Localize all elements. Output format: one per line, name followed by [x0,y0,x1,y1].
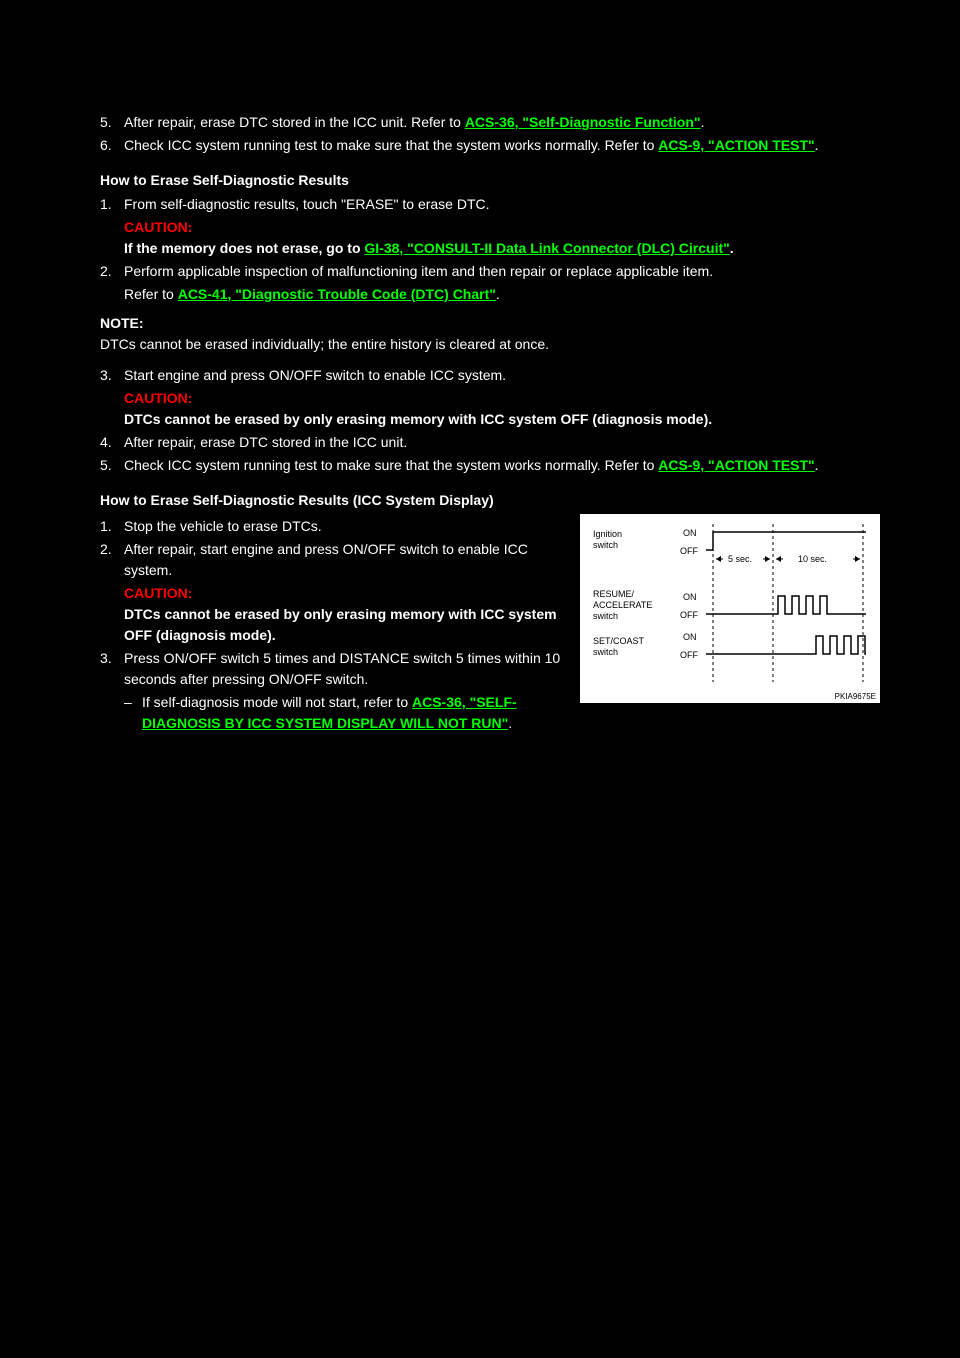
figure-tag: PKIA9675E [835,692,876,701]
timing-svg: Ignition switch ON OFF 5 sec. 10 sec. [588,522,872,692]
link-self-diag[interactable]: ACS-36, "Self-Diagnostic Function" [465,114,701,130]
caution-label-3: CAUTION: [124,585,192,601]
step-number: 5. [100,112,124,133]
step-5: 5. After repair, erase DTC stored in the… [100,112,880,133]
bullet-note: – If self-diagnosis mode will not start,… [124,692,565,734]
svg-text:ACCELERATE: ACCELERATE [593,600,652,610]
svg-text:OFF: OFF [680,610,698,620]
note-label: NOTE: [100,313,880,334]
s3-step-1-text: Start engine and press ON/OFF switch to … [124,365,880,386]
step-number: 3. [100,365,124,386]
link-dtc-chart[interactable]: ACS-41, "Diagnostic Trouble Code (DTC) C… [178,286,496,302]
s4-step-1: 1. Stop the vehicle to erase DTCs. [100,516,565,537]
s4-step-2: 2. After repair, start engine and press … [100,539,565,581]
s3-step-5: 5. Check ICC system running test to make… [100,455,880,476]
step-number: 2. [100,539,124,581]
s3-step-4-text: After repair, erase DTC stored in the IC… [124,432,880,453]
svg-text:RESUME/: RESUME/ [593,589,635,599]
step-6-text-b: . [815,137,819,153]
caution-body-1: If the memory does not erase, go to GI-3… [124,238,880,259]
svg-text:ON: ON [683,528,697,538]
step-5-text-a: After repair, erase DTC stored in the IC… [124,114,465,130]
step-number: 3. [100,648,124,690]
step-number: 1. [100,516,124,537]
link-action-test-2[interactable]: ACS-9, "ACTION TEST" [658,457,814,473]
svg-text:OFF: OFF [680,546,698,556]
svg-text:switch: switch [593,540,618,550]
s3-step-5-text-a: Check ICC system running test to make su… [124,457,658,473]
step-number: 4. [100,432,124,453]
bullet-text-a: If self-diagnosis mode will not start, r… [142,694,412,710]
svg-text:10 sec.: 10 sec. [798,554,827,564]
s4-step-3-text: Press ON/OFF switch 5 times and DISTANCE… [124,648,565,690]
right-column: Ignition switch ON OFF 5 sec. 10 sec. [580,514,880,734]
timing-diagram: Ignition switch ON OFF 5 sec. 10 sec. [580,514,880,703]
link-action-test-1[interactable]: ACS-9, "ACTION TEST" [658,137,814,153]
left-column: 1. Stop the vehicle to erase DTCs. 2. Af… [100,514,565,734]
s4-step-3: 3. Press ON/OFF switch 5 times and DISTA… [100,648,565,690]
caution-label-2: CAUTION: [124,390,192,406]
step-number: 1. [100,194,124,215]
bullet-text-b: . [508,715,512,731]
svg-text:OFF: OFF [680,650,698,660]
caution-body-2: DTCs cannot be erased by only erasing me… [124,409,880,430]
two-column-section: 1. Stop the vehicle to erase DTCs. 2. Af… [100,514,880,734]
step-number: 5. [100,455,124,476]
heading-erase-results: How to Erase Self-Diagnostic Results [100,172,880,188]
s4-step-1-text: Stop the vehicle to erase DTCs. [124,516,565,537]
note-body: DTCs cannot be erased individually; the … [100,334,880,355]
svg-text:switch: switch [593,647,618,657]
erase-step-2: 2. Perform applicable inspection of malf… [100,261,880,282]
s3-step-1: 3. Start engine and press ON/OFF switch … [100,365,880,386]
svg-text:Ignition: Ignition [593,529,622,539]
erase-step-2-text: Perform applicable inspection of malfunc… [124,261,880,282]
manual-page: 5. After repair, erase DTC stored in the… [0,0,960,784]
step-6-text-a: Check ICC system running test to make su… [124,137,658,153]
step-number: 6. [100,135,124,156]
caution-body-3: DTCs cannot be erased by only erasing me… [124,604,565,646]
erase-step-1: 1. From self-diagnostic results, touch "… [100,194,880,215]
svg-text:5 sec.: 5 sec. [728,554,752,564]
s3-step-4: 4. After repair, erase DTC stored in the… [100,432,880,453]
refer-line: Refer to ACS-41, "Diagnostic Trouble Cod… [124,284,880,305]
link-dlc-circuit[interactable]: GI-38, "CONSULT-II Data Link Connector (… [364,240,729,256]
svg-text:switch: switch [593,611,618,621]
svg-text:SET/COAST: SET/COAST [593,636,645,646]
dash-icon: – [124,692,142,734]
caution-label-1: CAUTION: [124,219,192,235]
erase-step-1-text: From self-diagnostic results, touch "ERA… [124,194,880,215]
step-6: 6. Check ICC system running test to make… [100,135,880,156]
s3-step-5-text-b: . [815,457,819,473]
step-number: 2. [100,261,124,282]
heading-erase-display: How to Erase Self-Diagnostic Results (IC… [100,492,880,508]
svg-text:ON: ON [683,592,697,602]
step-5-text-b: . [701,114,705,130]
svg-text:ON: ON [683,632,697,642]
s4-step-2-text: After repair, start engine and press ON/… [124,539,565,581]
